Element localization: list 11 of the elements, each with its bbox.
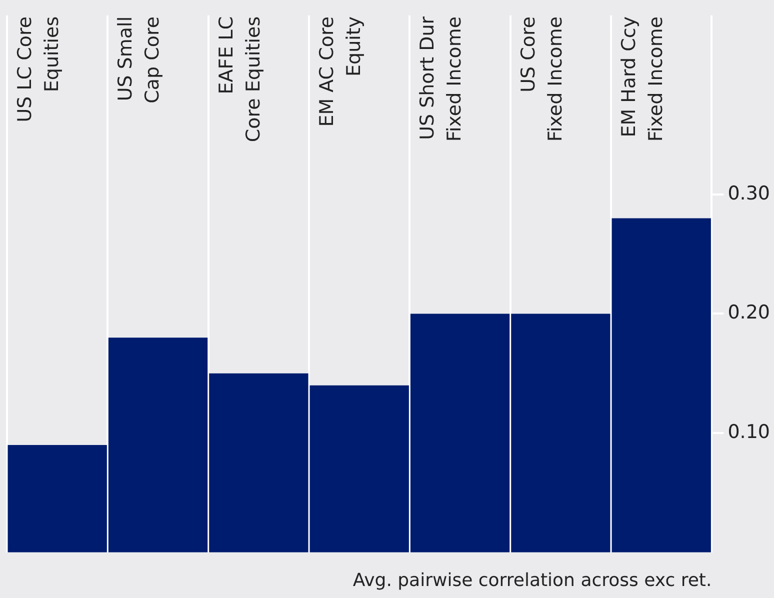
y-tick-label: 0.20 bbox=[728, 302, 770, 324]
x-axis-title: Avg. pairwise correlation across exc ret. bbox=[352, 570, 712, 591]
x-tick-label: US Short Dur Fixed Income bbox=[416, 16, 466, 142]
x-tick-label: EM Hard Ccy Fixed Income bbox=[618, 16, 667, 142]
x-tick-label: US Core Fixed Income bbox=[517, 16, 566, 142]
y-tick-label: 0.30 bbox=[728, 182, 770, 204]
x-tick-label: EM AC Core Equity bbox=[316, 16, 365, 127]
x-tick-label: US Small Cap Core bbox=[114, 16, 164, 104]
x-tick-label: EAFE LC Core Equities bbox=[215, 16, 264, 142]
x-tick-label: US LC Core Equities bbox=[14, 16, 63, 122]
y-tick-label: 0.10 bbox=[728, 421, 770, 444]
